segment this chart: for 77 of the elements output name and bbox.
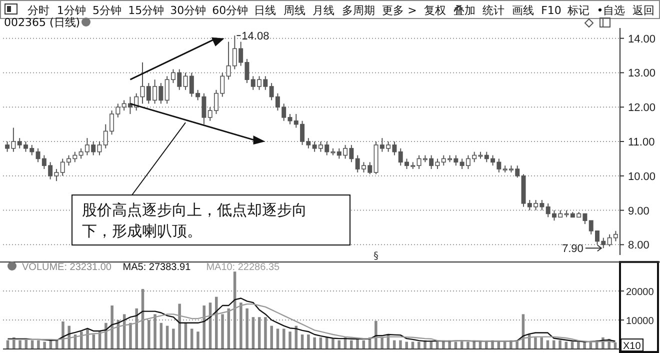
bar (154, 314, 156, 349)
y-tick-label: 10000 (626, 316, 654, 327)
text: 统计 (482, 4, 505, 17)
bar (202, 306, 206, 349)
bar (466, 342, 470, 349)
text: 画线 (512, 4, 534, 17)
bar (135, 308, 138, 349)
bar (37, 340, 40, 349)
bar (288, 332, 292, 349)
text: 月线 (312, 4, 335, 17)
y-tick-label: 13.00 (628, 68, 656, 80)
y-tick-label: 10.00 (628, 170, 656, 183)
annotation: 7.90 (562, 243, 584, 256)
text: MA5: 27383.91 (122, 262, 192, 273)
bar (221, 314, 224, 349)
bar (356, 338, 359, 349)
annotation: 14.08 (242, 30, 270, 43)
bar (215, 296, 218, 349)
bar (172, 328, 175, 349)
annotation: 股价高点逐步向上，低点却逐步向下，形成喇叭顶。 (82, 201, 307, 240)
text: 叠加 (453, 4, 476, 17)
bar (246, 308, 248, 349)
bar (418, 342, 420, 349)
annotation: § (374, 251, 379, 262)
text: 日线 (254, 4, 276, 17)
bar (374, 320, 378, 349)
bar (148, 320, 150, 349)
text: 60分钟 (212, 4, 248, 17)
bar (196, 332, 200, 349)
bar (405, 342, 408, 349)
bar (338, 340, 340, 349)
text: 30分钟 (170, 4, 206, 17)
bar (264, 317, 267, 349)
bar (129, 322, 132, 349)
bar (534, 337, 537, 349)
text: 返回 (632, 4, 654, 17)
y-tick-label: 12.00 (628, 102, 656, 114)
text: MA10: 22286.35 (206, 262, 280, 273)
bar (240, 302, 242, 349)
y-tick-label: 8.00 (628, 240, 650, 252)
text: 分时 (28, 4, 50, 17)
bar (178, 304, 181, 349)
text: 更多 > (382, 4, 417, 17)
y-tick-label: 9.00 (628, 205, 650, 218)
bar (558, 340, 562, 349)
text: 1分钟 (56, 4, 86, 17)
bar (282, 328, 286, 349)
bar (350, 340, 353, 349)
chart-title: 002365 (日线) (4, 16, 80, 29)
y-tick-label: 11.00 (628, 136, 655, 148)
bar (110, 306, 114, 349)
text: 复权 (424, 4, 446, 17)
y-tick-label: 20000 (626, 287, 654, 298)
bar (307, 334, 310, 349)
bar (380, 337, 384, 349)
bar (552, 340, 556, 349)
text: 周线 (283, 4, 306, 17)
text: 15分钟 (128, 4, 164, 17)
bar (62, 321, 64, 349)
bar (43, 342, 46, 349)
text: X10 (623, 341, 642, 352)
bar (540, 337, 543, 349)
text: •自选 (596, 4, 626, 17)
text: 5分钟 (92, 4, 122, 17)
bar (18, 340, 22, 349)
bar (485, 342, 488, 349)
bar (80, 332, 83, 349)
text: F10 (541, 4, 562, 17)
bar (332, 338, 334, 349)
text: 标记 (566, 4, 590, 17)
y-tick-label: 14.00 (628, 33, 656, 46)
bar (577, 342, 580, 349)
text: VOLUME: 23231.00 (22, 262, 112, 273)
text: 多周期 (342, 4, 375, 17)
bar (399, 340, 402, 349)
bar (270, 326, 273, 349)
bar (313, 337, 316, 349)
